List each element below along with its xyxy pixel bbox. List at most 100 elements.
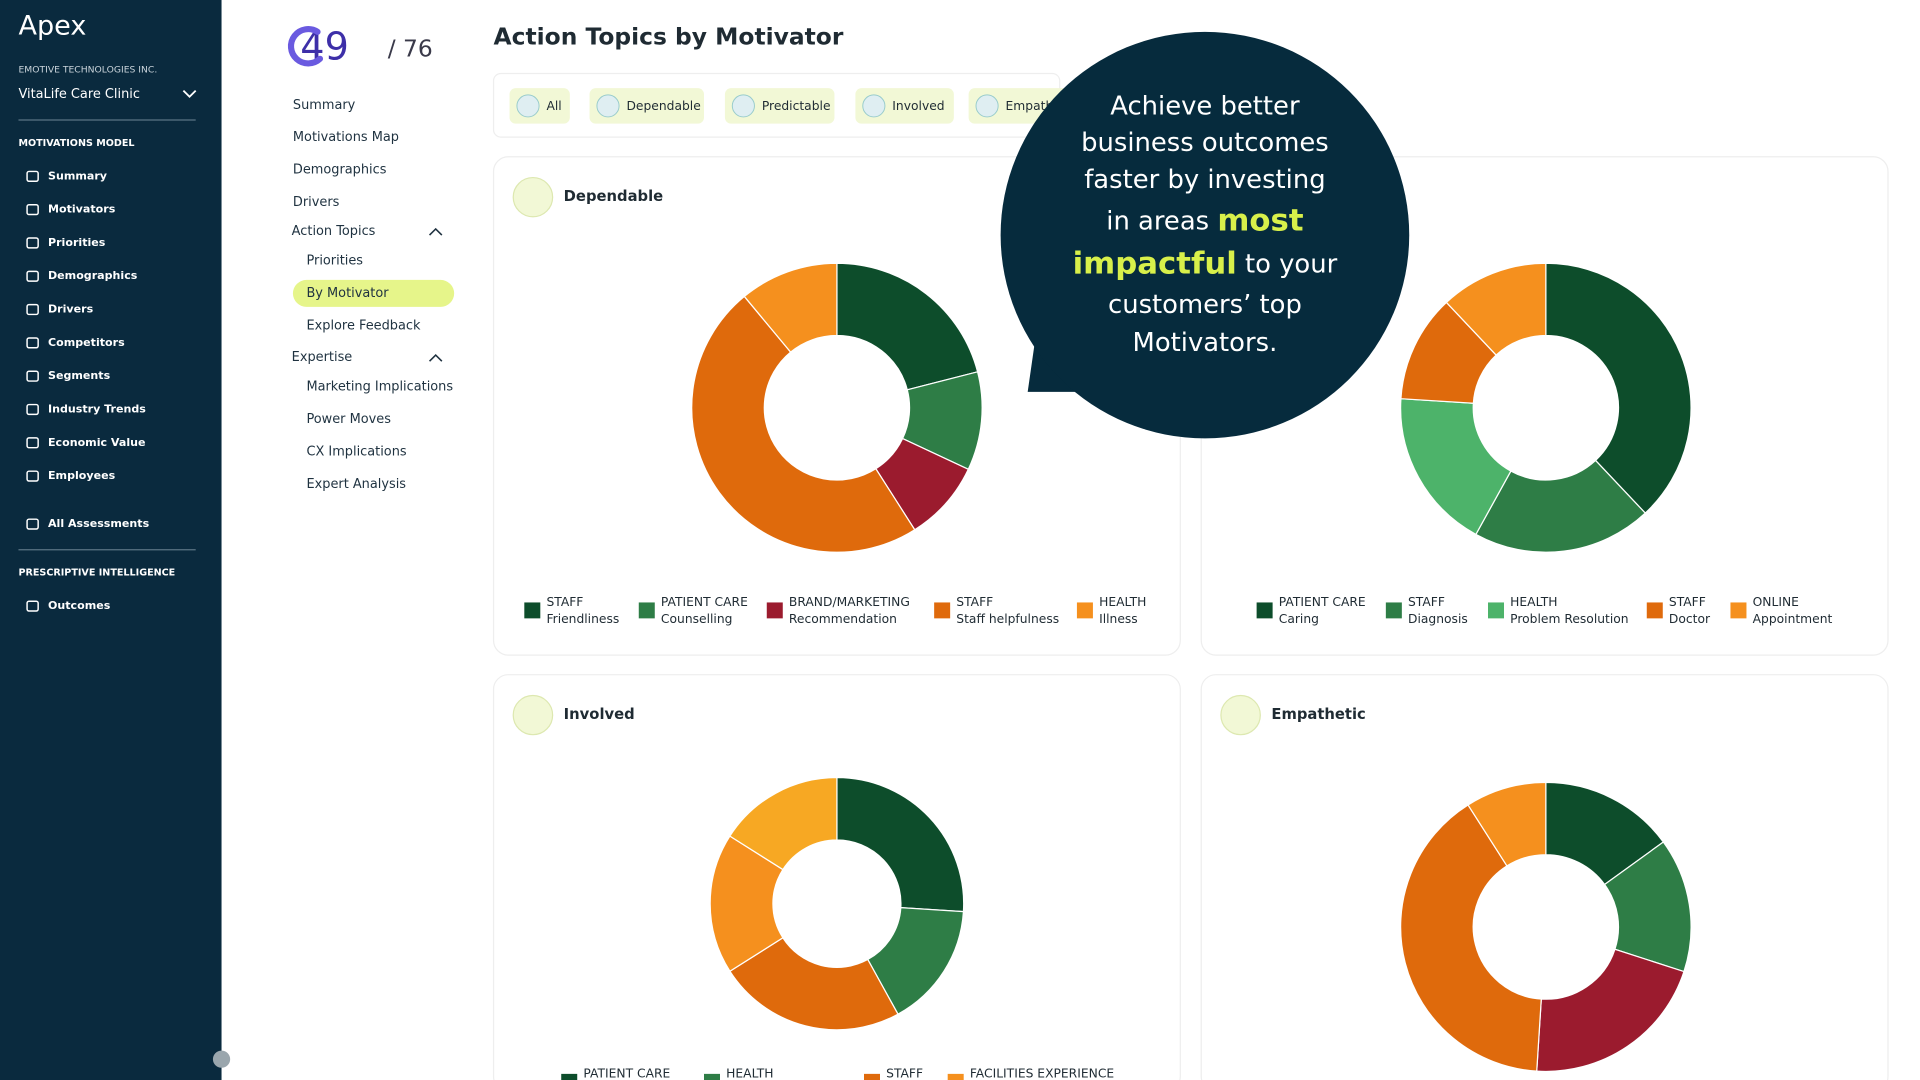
legend-label: Counselling bbox=[661, 612, 733, 626]
chevron bbox=[428, 227, 443, 236]
filter-pill[interactable] bbox=[589, 88, 704, 124]
donut-slice bbox=[1467, 781, 1547, 867]
legend-swatch bbox=[864, 1073, 880, 1080]
legend-swatch bbox=[934, 602, 951, 619]
card-title: Involved bbox=[564, 706, 635, 723]
filter-pill[interactable] bbox=[724, 88, 835, 124]
filter-label: Predictable bbox=[762, 99, 831, 113]
legend-label: Appointment bbox=[1753, 612, 1833, 626]
donut-slice bbox=[691, 295, 916, 553]
filter-icon bbox=[596, 94, 620, 118]
legend-swatch bbox=[1385, 602, 1402, 619]
legend-label: Recommendation bbox=[789, 612, 897, 626]
nav-item[interactable]: Priorities bbox=[48, 236, 106, 249]
filter-icon bbox=[731, 94, 755, 118]
donut-slice bbox=[729, 776, 838, 871]
legend-swatch bbox=[524, 602, 541, 619]
donut-slice bbox=[1475, 459, 1647, 553]
nav-icon bbox=[26, 518, 39, 530]
filter-icon bbox=[975, 94, 999, 118]
subnav-item[interactable]: Drivers bbox=[293, 195, 340, 210]
legend-group: PATIENT CARE bbox=[1279, 595, 1366, 609]
donut-slice bbox=[1545, 262, 1692, 514]
legend-group: BRAND/MARKETING bbox=[789, 595, 910, 609]
sidebar-section: MOTIVATIONS MODEL bbox=[18, 138, 134, 149]
company: EMOTIVE TECHNOLOGIES INC. bbox=[18, 64, 157, 75]
nav-icon bbox=[26, 170, 39, 182]
subnav-item[interactable]: Demographics bbox=[293, 163, 387, 178]
legend-label: Diagnosis bbox=[1408, 612, 1468, 626]
clinic-select[interactable]: VitaLife Care Clinic bbox=[18, 87, 140, 102]
callout-text: to your bbox=[1237, 249, 1338, 279]
legend-label: Caring bbox=[1279, 612, 1319, 626]
callout-text: faster by investing bbox=[1084, 165, 1325, 195]
nav-icon bbox=[26, 600, 39, 612]
card-title: Empathetic bbox=[1271, 706, 1365, 723]
legend-group: HEALTH bbox=[1510, 595, 1557, 609]
donut-slice bbox=[743, 262, 838, 353]
page-title: Action Topics by Motivator bbox=[494, 23, 844, 50]
nav-item[interactable]: Motivators bbox=[48, 203, 116, 216]
callout-text: Achieve better bbox=[1110, 91, 1300, 121]
legend-swatch bbox=[947, 1073, 964, 1080]
callout-line: faster by investing bbox=[1084, 165, 1325, 195]
callout-line: in areas most bbox=[1106, 203, 1303, 238]
nav-icon bbox=[26, 270, 39, 282]
donut-slice bbox=[1400, 804, 1542, 1072]
donut-slice bbox=[729, 936, 899, 1031]
legend-label: Staff helpfulness bbox=[956, 612, 1059, 626]
callout: Achieve better business outcomes faster by… bbox=[1000, 31, 1410, 439]
chevron bbox=[182, 89, 197, 99]
nav-item[interactable]: Competitors bbox=[48, 336, 125, 349]
callout-bubble bbox=[1000, 31, 1410, 439]
chevron bbox=[428, 353, 443, 362]
subnav-item[interactable]: Summary bbox=[293, 98, 356, 113]
donut-slice bbox=[836, 262, 979, 391]
subnav-group[interactable]: Action Topics bbox=[292, 224, 376, 239]
nav-icon bbox=[26, 370, 39, 382]
legend-group: HEALTH bbox=[726, 1066, 773, 1080]
subnav-item[interactable]: Motivations Map bbox=[293, 130, 399, 145]
legend-label: Illness bbox=[1099, 612, 1138, 626]
subnav-item[interactable]: Expert Analysis bbox=[306, 477, 406, 492]
nav-icon bbox=[26, 303, 39, 316]
collapse-button[interactable] bbox=[212, 1050, 231, 1068]
subnav-item[interactable]: CX Implications bbox=[306, 445, 406, 460]
donut-slice bbox=[836, 776, 965, 913]
card-icon bbox=[512, 176, 554, 218]
card-icon bbox=[1220, 694, 1261, 736]
callout-line: customers’ top bbox=[1108, 289, 1302, 319]
callout-line: business outcomes bbox=[1081, 128, 1329, 158]
nav-icon bbox=[26, 470, 39, 482]
callout-text: impactful bbox=[1073, 246, 1237, 281]
legend-group: HEALTH bbox=[1099, 595, 1146, 609]
subnav-item[interactable]: By Motivator bbox=[306, 286, 389, 301]
subnav-item[interactable]: Explore Feedback bbox=[306, 318, 421, 333]
subnav-item[interactable]: Priorities bbox=[306, 253, 363, 268]
donut-slice bbox=[1445, 262, 1547, 356]
legend-swatch bbox=[704, 1073, 720, 1080]
chart-card bbox=[1200, 674, 1889, 1080]
card-icon bbox=[512, 694, 554, 736]
nav-item[interactable]: Drivers bbox=[48, 303, 94, 316]
active-highlight bbox=[292, 279, 455, 307]
legend-group: PATIENT CARE bbox=[661, 595, 748, 609]
nav-item[interactable]: All Assessments bbox=[48, 517, 150, 530]
filter-label: All bbox=[546, 99, 561, 113]
nav-item[interactable]: Industry Trends bbox=[48, 402, 146, 415]
nav-item[interactable]: Segments bbox=[48, 369, 111, 382]
legend-group: STAFF bbox=[886, 1066, 923, 1080]
subnav-item[interactable]: Power Moves bbox=[306, 412, 391, 427]
filter-label: Dependable bbox=[626, 99, 700, 113]
legend-group: STAFF bbox=[956, 595, 993, 609]
legend-group: STAFF bbox=[546, 595, 583, 609]
nav-item[interactable]: Summary bbox=[48, 169, 107, 182]
nav-item[interactable]: Outcomes bbox=[48, 599, 111, 612]
callout-line: impactful to your bbox=[1073, 246, 1338, 281]
subnav-group[interactable]: Expertise bbox=[292, 350, 353, 365]
nav-item[interactable]: Demographics bbox=[48, 269, 138, 282]
nav-item[interactable]: Employees bbox=[48, 469, 116, 482]
nav-item[interactable]: Economic Value bbox=[48, 436, 145, 449]
legend-swatch bbox=[1488, 602, 1504, 619]
subnav-item[interactable]: Marketing Implications bbox=[306, 379, 453, 394]
